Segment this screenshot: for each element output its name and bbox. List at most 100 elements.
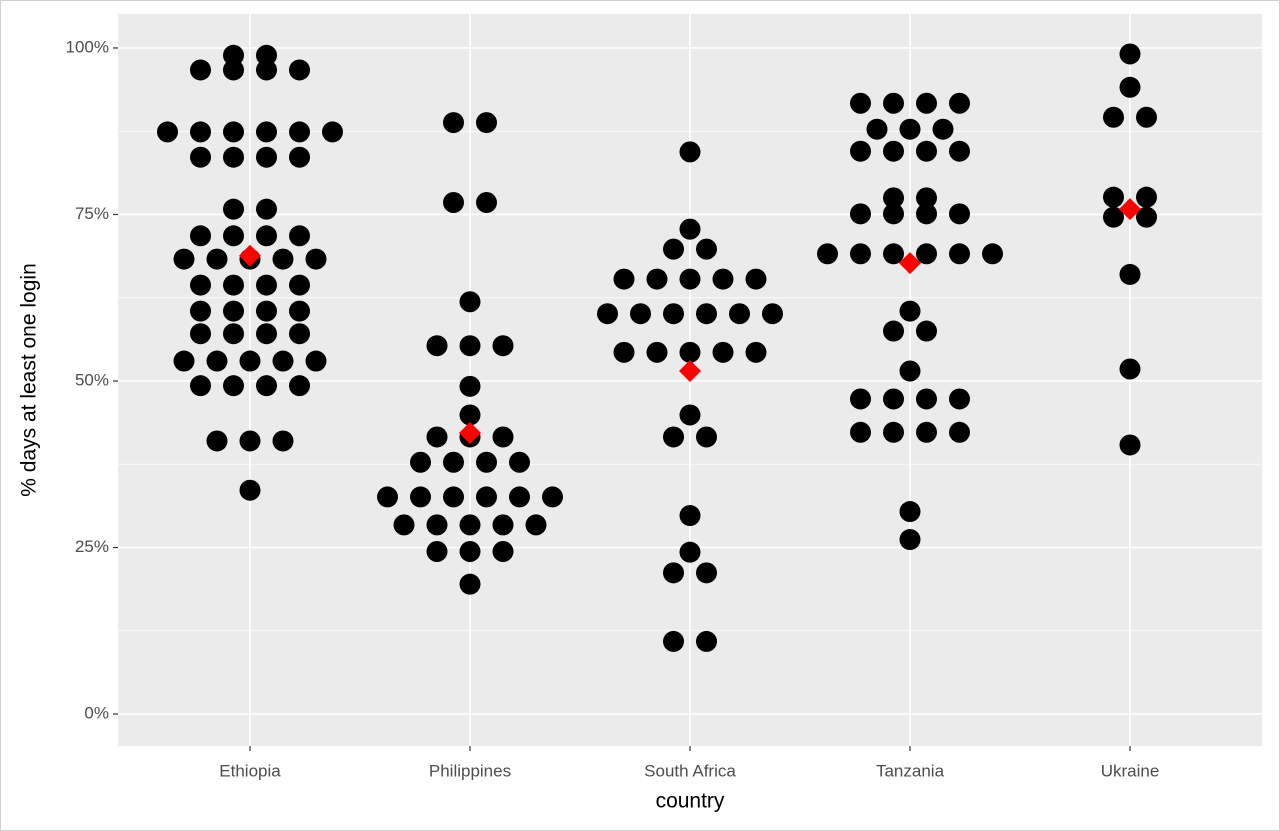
dot [916,320,937,342]
y-tick-label: 25% [75,537,109,556]
dot [729,303,750,325]
dot [410,451,431,473]
dot [289,300,310,322]
dot [613,268,635,290]
dot [459,335,481,357]
x-axis-title: country [656,790,725,813]
dot [459,375,481,397]
dot [239,479,261,501]
dot [850,92,871,114]
dot [679,404,701,426]
dot [459,573,481,595]
dot [256,59,277,81]
dot [289,375,310,397]
dot [492,541,514,563]
dot [476,112,497,134]
dot [663,562,684,584]
x-tick-label: Philippines [429,761,511,780]
dot [916,140,937,162]
dot [289,225,310,247]
dot [916,243,937,265]
dot [982,243,1003,265]
dot [883,388,904,410]
dot [883,421,904,443]
dot [899,300,921,322]
dot [459,541,481,563]
dot [850,388,871,410]
dot [492,426,514,448]
mean-marker [899,252,921,275]
dot [223,59,244,81]
dot [256,198,277,220]
dot [157,121,178,143]
dot [646,268,668,290]
dot [289,323,310,345]
dot [899,529,921,551]
dot [1103,186,1124,208]
dot [289,121,310,143]
dot [663,238,684,260]
dot [256,274,277,296]
dot [696,238,717,260]
dot [223,146,244,168]
dot [883,187,904,209]
dot [597,303,618,325]
dot [949,203,970,225]
dot [883,203,904,225]
dot [223,121,244,143]
dot [949,388,970,410]
y-tick-label: 100% [66,37,109,56]
dot [223,375,244,397]
dot [190,225,211,247]
dot [256,323,277,345]
y-tick-label: 50% [75,370,109,389]
dot [190,59,211,81]
dot [679,141,701,163]
dot [492,335,514,357]
dot [190,121,211,143]
dot [916,187,937,209]
dot [542,486,563,508]
dot [916,388,937,410]
dot [190,300,211,322]
dot [223,198,244,220]
dot [426,541,448,563]
x-tick-label: Tanzania [876,761,945,780]
dot [679,268,701,290]
dot [476,486,497,508]
dot [916,203,937,225]
dot [850,140,871,162]
dot [223,44,244,66]
dot [866,118,888,140]
dot [613,341,635,363]
dot [762,303,783,325]
y-tick-label: 75% [75,204,109,223]
dot [256,121,277,143]
mean-marker [459,421,481,444]
dot [679,505,701,527]
dot [745,268,767,290]
dot [1119,43,1141,65]
dot [883,92,904,114]
dot [206,248,228,270]
mean-marker [239,244,261,267]
x-tick-label: South Africa [644,761,736,780]
dot [459,291,481,313]
dot [426,335,448,357]
dot [305,248,327,270]
dot [696,426,717,448]
mean-marker [1119,198,1141,221]
dot [949,421,970,443]
dot [817,243,838,265]
dot [206,350,228,372]
mean-marker [679,360,701,383]
dot [443,112,464,134]
dot [525,514,547,536]
dot [443,451,464,473]
dot [190,274,211,296]
dot [289,59,310,81]
dot [646,341,668,363]
dot [256,300,277,322]
dot [1136,206,1157,228]
dot [443,191,464,213]
